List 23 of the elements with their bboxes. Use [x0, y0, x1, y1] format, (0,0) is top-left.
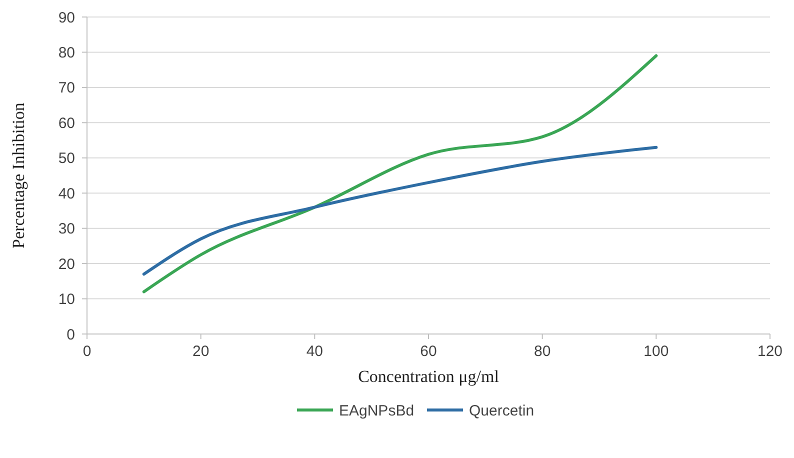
y-tick-label: 70	[58, 80, 75, 97]
x-tick-label: 20	[192, 343, 210, 360]
line-series	[142, 54, 658, 294]
y-tick-label: 80	[58, 44, 75, 62]
x-tick-label: 120	[757, 343, 783, 360]
y-tick-label: 40	[58, 185, 75, 202]
y-tick-label: 50	[58, 150, 75, 168]
y-tick-label: 0	[66, 326, 75, 344]
y-tick-label: 10	[58, 291, 75, 308]
y-axis-title: Percentage Inhibition	[9, 102, 28, 248]
x-tick-label: 40	[306, 343, 324, 360]
y-tick-label: 90	[58, 9, 75, 26]
legend-label: Quercetin	[469, 402, 534, 420]
x-tick-label: 80	[534, 343, 551, 360]
y-tick-label: 60	[58, 114, 75, 132]
x-axis-title: Concentration μg/ml	[358, 367, 500, 386]
line-series	[142, 146, 658, 276]
y-tick-label: 30	[58, 220, 75, 238]
y-tick-label: 20	[58, 256, 75, 273]
x-tick-label: 100	[644, 343, 669, 360]
legend-label: EAgNPsBd	[339, 402, 414, 420]
x-tick-label: 60	[420, 343, 437, 360]
x-tick-label: 0	[82, 343, 92, 360]
